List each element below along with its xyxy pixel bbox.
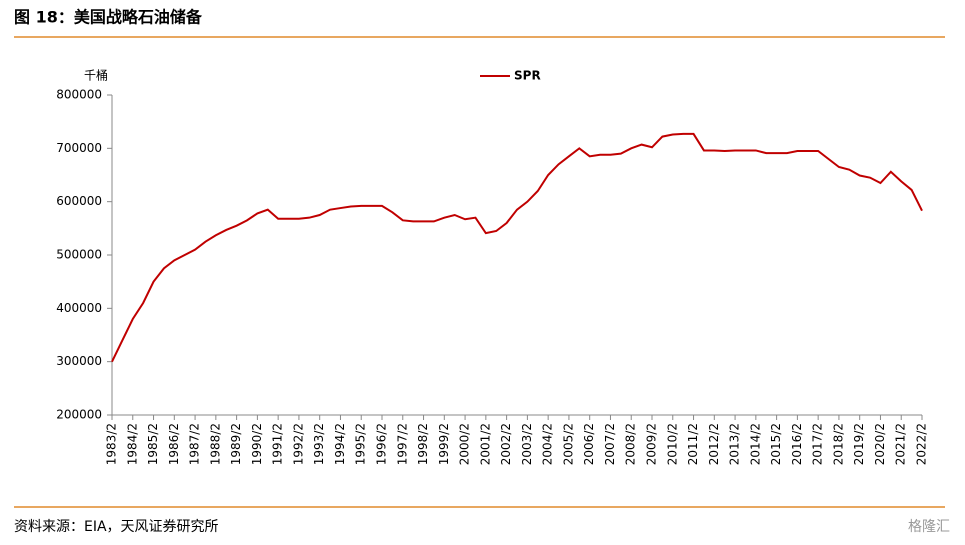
x-tick-label: 1996/2 xyxy=(375,423,389,465)
x-tick-label: 2004/2 xyxy=(541,423,555,465)
y-tick-label: 600000 xyxy=(56,194,102,208)
x-tick-label: 1987/2 xyxy=(188,423,202,465)
y-tick-label: 400000 xyxy=(56,301,102,315)
x-tick-label: 2021/2 xyxy=(894,423,908,465)
x-tick-label: 2016/2 xyxy=(790,423,804,465)
x-tick-label: 1990/2 xyxy=(250,423,264,465)
watermark: 格隆汇 xyxy=(908,519,950,535)
x-tick-label: 1994/2 xyxy=(333,423,347,465)
x-tick-label: 2006/2 xyxy=(582,423,596,465)
x-tick-label: 2003/2 xyxy=(520,423,534,465)
x-tick-label: 1985/2 xyxy=(146,423,160,465)
x-tick-label: 1983/2 xyxy=(105,423,119,465)
y-unit: 千桶 xyxy=(84,68,108,83)
x-tick-label: 2018/2 xyxy=(831,423,845,465)
x-tick-label: 2005/2 xyxy=(561,423,575,465)
x-tick-label: 1995/2 xyxy=(354,423,368,465)
x-tick-label: 2014/2 xyxy=(748,423,762,465)
x-tick-label: 2012/2 xyxy=(707,423,721,465)
x-tick-label: 1998/2 xyxy=(416,423,430,465)
x-tick-label: 1986/2 xyxy=(167,423,181,465)
y-tick-label: 800000 xyxy=(56,88,102,102)
x-tick-label: 2010/2 xyxy=(665,423,679,465)
x-tick-label: 1991/2 xyxy=(271,423,285,465)
y-tick-label: 300000 xyxy=(56,354,102,368)
x-tick-label: 2001/2 xyxy=(478,423,492,465)
x-tick-label: 1999/2 xyxy=(437,423,451,465)
x-tick-label: 2000/2 xyxy=(458,423,472,465)
x-tick-label: 2020/2 xyxy=(873,423,887,465)
x-tick-label: 1997/2 xyxy=(395,423,409,465)
x-tick-label: 1992/2 xyxy=(291,423,305,465)
y-tick-label: 500000 xyxy=(56,248,102,262)
x-tick-label: 1993/2 xyxy=(312,423,326,465)
x-tick-label: 1988/2 xyxy=(208,423,222,465)
title: 图 18：美国战略石油储备 xyxy=(14,8,203,27)
x-tick-label: 2013/2 xyxy=(728,423,742,465)
x-tick-label: 1984/2 xyxy=(125,423,139,465)
x-tick-label: 2017/2 xyxy=(811,423,825,465)
x-tick-label: 2002/2 xyxy=(499,423,513,465)
y-tick-label: 700000 xyxy=(56,141,102,155)
x-tick-label: 2008/2 xyxy=(624,423,638,465)
source: 资料来源：EIA，天风证券研究所 xyxy=(14,519,219,535)
y-tick-label: 200000 xyxy=(56,408,102,422)
x-tick-label: 2011/2 xyxy=(686,423,700,465)
x-tick-label: 1989/2 xyxy=(229,423,243,465)
x-tick-label: 2015/2 xyxy=(769,423,783,465)
legend-label: SPR xyxy=(514,69,541,83)
x-tick-label: 2007/2 xyxy=(603,423,617,465)
x-tick-label: 2009/2 xyxy=(645,423,659,465)
line-series xyxy=(111,132,923,363)
x-tick-label: 2022/2 xyxy=(915,423,929,465)
x-tick-label: 2019/2 xyxy=(852,423,866,465)
